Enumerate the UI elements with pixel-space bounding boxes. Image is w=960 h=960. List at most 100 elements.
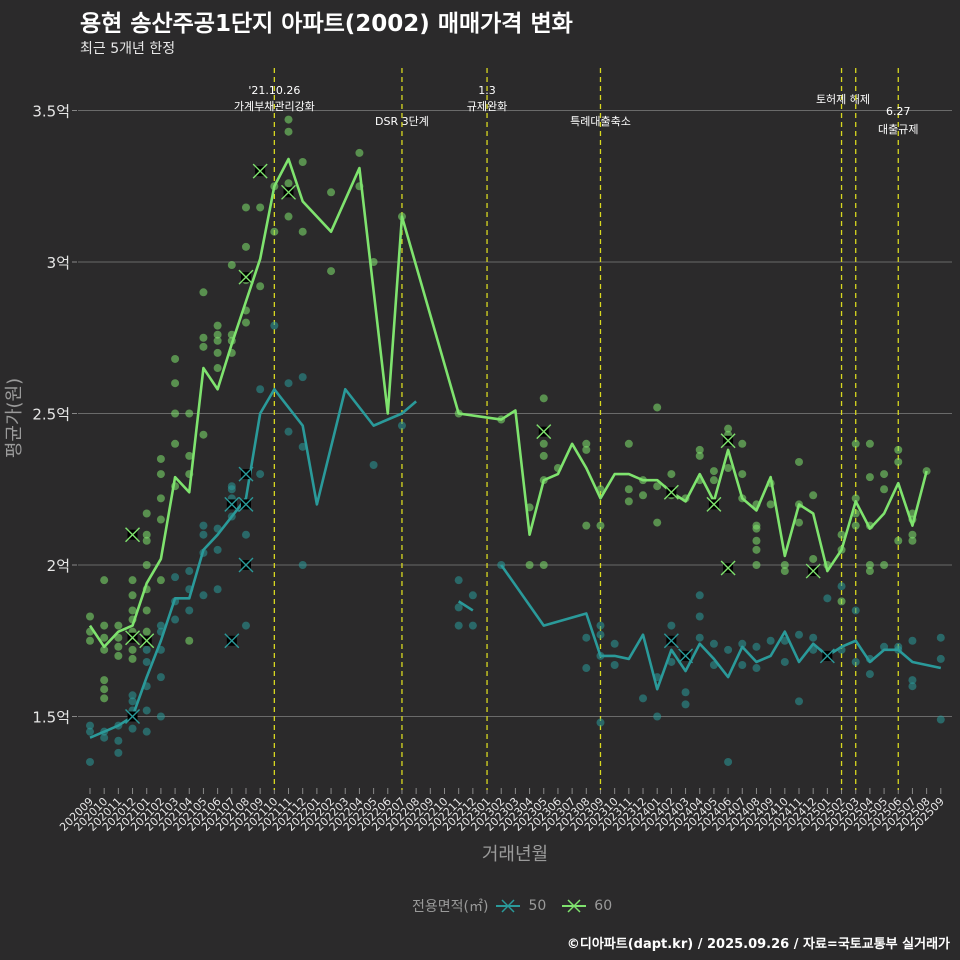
scatter-point-60 [199, 288, 208, 297]
scatter-point-60 [894, 445, 903, 454]
scatter-point-60 [227, 261, 236, 270]
scatter-point-60 [624, 439, 633, 448]
scatter-point-60 [865, 473, 874, 482]
scatter-point-60 [851, 494, 860, 503]
scatter-point-50 [766, 636, 775, 645]
scatter-point-60 [142, 606, 151, 615]
scatter-point-50 [610, 639, 619, 648]
event-annotation-label: 6.27 [886, 105, 911, 118]
scatter-point-60 [284, 212, 293, 221]
legend-key-60-icon [562, 899, 587, 913]
scatter-point-60 [171, 379, 180, 388]
cross-marker-60 [281, 184, 297, 200]
y-axis-label: 평균가(원) [4, 378, 25, 458]
scatter-point-60 [653, 403, 662, 412]
scatter-point-60 [298, 227, 307, 236]
scatter-point-60 [880, 485, 889, 494]
scatter-point-60 [128, 606, 137, 615]
scatter-point-60 [709, 476, 718, 485]
scatter-point-50 [837, 582, 846, 591]
scatter-point-50 [752, 664, 761, 673]
scatter-point-50 [582, 633, 591, 642]
event-annotation-label: 규제완화 [467, 100, 507, 113]
scatter-point-50 [667, 621, 676, 630]
legend: 전용면적(㎡) 50 60 [412, 896, 612, 916]
scatter-point-50 [156, 673, 165, 682]
scatter-point-60 [256, 203, 265, 212]
scatter-point-60 [171, 409, 180, 418]
scatter-point-60 [752, 545, 761, 554]
scatter-point-50 [199, 591, 208, 600]
cross-marker-50 [678, 648, 694, 664]
event-annotation-label: 특례대출축소 [570, 115, 631, 128]
scatter-point-50 [908, 676, 917, 685]
x-axis-label: 거래년월 [482, 844, 548, 865]
scatter-point-50 [213, 585, 222, 594]
scatter-point-60 [185, 636, 194, 645]
scatter-point-60 [213, 364, 222, 373]
scatter-point-50 [468, 621, 477, 630]
scatter-point-60 [86, 612, 94, 621]
cross-marker-50 [224, 633, 240, 649]
scatter-point-60 [199, 333, 208, 342]
event-annotation-label: 1.3 [478, 84, 496, 97]
scatter-point-60 [653, 518, 662, 527]
scatter-point-60 [156, 494, 165, 503]
scatter-point-60 [185, 451, 194, 460]
scatter-point-50 [114, 748, 123, 757]
series-line-60 [88, 157, 928, 649]
series-line-50 [457, 600, 474, 612]
y-tick-label: 3.5억 [32, 103, 70, 121]
scatter-point-60 [738, 439, 747, 448]
scatter-point-60 [653, 482, 662, 491]
scatter-point-50 [128, 697, 137, 706]
event-annotation-label: '21.10.26 [248, 84, 300, 97]
scatter-point-60 [100, 676, 109, 685]
cross-marker-50 [125, 709, 141, 724]
event-annotation-label: 가계부채관리강화 [234, 100, 315, 113]
scatter-point-60 [284, 127, 293, 136]
scatter-point-60 [865, 439, 874, 448]
scatter-point-50 [596, 621, 605, 630]
scatter-point-60 [86, 636, 94, 645]
scatter-point-60 [142, 627, 151, 636]
scatter-point-50 [809, 633, 818, 642]
scatter-point-60 [100, 685, 109, 694]
scatter-point-50 [298, 373, 307, 382]
scatter-point-60 [100, 621, 109, 630]
scatter-point-60 [809, 554, 818, 563]
scatter-point-50 [936, 715, 945, 724]
scatter-point-60 [851, 521, 860, 530]
cross-marker-60 [125, 630, 141, 646]
y-tick-label: 1.5억 [32, 709, 70, 727]
scatter-point-50 [653, 712, 662, 721]
scatter-point-60 [142, 509, 151, 518]
scatter-point-50 [936, 654, 945, 663]
scatter-point-50 [86, 721, 94, 730]
scatter-point-50 [185, 606, 194, 615]
scatter-point-60 [752, 524, 761, 533]
scatter-point-60 [582, 439, 591, 448]
scatter-point-60 [114, 651, 123, 660]
scatter-point-60 [270, 227, 279, 236]
scatter-point-60 [100, 645, 109, 654]
event-annotation-label: 토허제 해제 [816, 92, 870, 106]
scatter-point-50 [724, 645, 733, 654]
scatter-point-50 [695, 612, 704, 621]
scatter-point-50 [227, 482, 236, 491]
scatter-point-60 [639, 491, 648, 500]
event-annotation-label: 대출규제 [878, 123, 918, 136]
scatter-point-60 [624, 485, 633, 494]
scatter-point-60 [837, 597, 846, 606]
scatter-point-60 [213, 330, 222, 339]
scatter-point-50 [795, 630, 803, 639]
cross-marker-50 [238, 496, 254, 512]
chart-subtitle: 최근 5개년 한정 [80, 41, 176, 57]
scatter-point-50 [86, 757, 94, 766]
scatter-point-60 [128, 645, 137, 654]
scatter-point-50 [738, 660, 747, 669]
cross-marker-60 [663, 484, 679, 500]
scatter-point-50 [241, 530, 250, 539]
scatter-point-50 [823, 594, 832, 603]
scatter-point-50 [156, 621, 165, 630]
